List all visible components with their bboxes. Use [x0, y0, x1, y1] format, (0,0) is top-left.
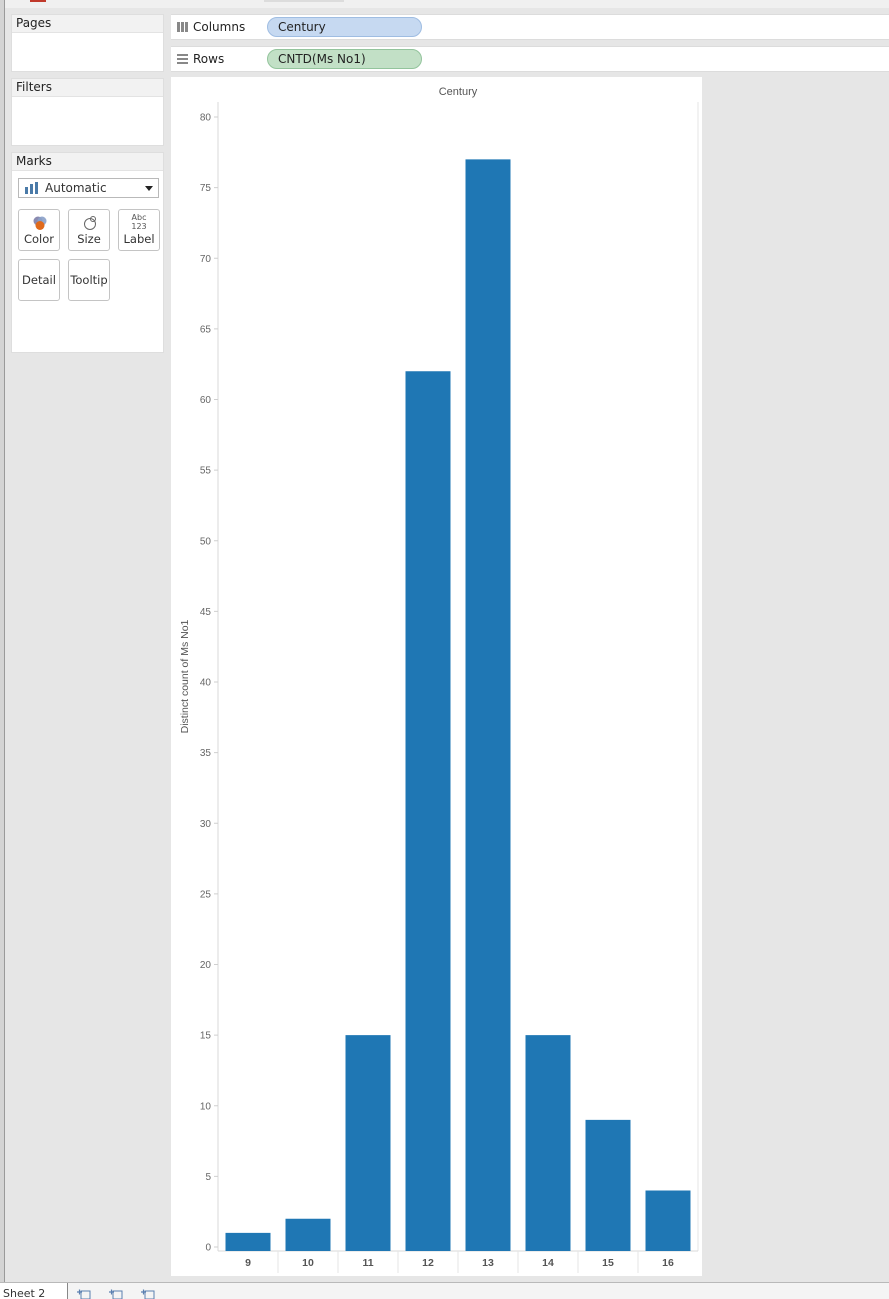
- x-tick-label: 10: [302, 1257, 314, 1269]
- x-tick-label: 12: [422, 1257, 434, 1269]
- left-edge: [0, 0, 5, 1282]
- toolbar-accent: [30, 0, 46, 2]
- marks-card-title: Marks: [12, 153, 163, 171]
- y-tick-label: 15: [200, 1031, 212, 1042]
- y-tick-label: 65: [200, 324, 212, 335]
- bar-14: [525, 1035, 571, 1251]
- chevron-down-icon: [145, 186, 153, 191]
- marks-card: Marks Automatic Color Size Abc 123 Label: [11, 152, 164, 353]
- x-tick-label: 13: [482, 1257, 494, 1269]
- y-tick-label: 80: [200, 113, 212, 124]
- bar-12: [405, 371, 451, 1251]
- tooltip-button[interactable]: Tooltip: [68, 259, 110, 301]
- columns-label: Columns: [193, 20, 246, 34]
- y-tick-label: 20: [200, 960, 212, 971]
- y-tick-label: 5: [205, 1172, 211, 1183]
- y-tick-label: 55: [200, 466, 212, 477]
- label-button-label: Label: [123, 232, 155, 246]
- rows-label: Rows: [193, 52, 225, 66]
- columns-icon: [177, 22, 188, 32]
- rows-shelf[interactable]: Rows CNTD(Ms No1): [171, 46, 889, 72]
- filters-card[interactable]: Filters: [11, 78, 164, 146]
- rows-icon: [177, 54, 188, 64]
- bar-13: [465, 159, 511, 1251]
- pages-card[interactable]: Pages: [11, 14, 164, 72]
- century-pill[interactable]: Century: [267, 17, 422, 37]
- y-tick-label: 40: [200, 678, 212, 689]
- new-worksheet-icon[interactable]: [77, 1289, 91, 1299]
- y-tick-label: 75: [200, 183, 212, 194]
- color-button-label: Color: [23, 232, 55, 246]
- x-tick-label: 14: [542, 1257, 554, 1269]
- x-tick-label: 11: [362, 1257, 373, 1269]
- label-icon-abc: Abc: [131, 213, 147, 222]
- label-button[interactable]: Abc 123 Label: [118, 209, 160, 251]
- y-tick-label: 60: [200, 395, 212, 406]
- detail-button-label: Detail: [22, 273, 56, 287]
- label-icon: Abc 123: [119, 213, 159, 231]
- top-strip: [0, 0, 889, 8]
- bar-chart: Century 0 5 10 15 20 25 30 35 40 45 50 55 60 65 70 75 80 D…: [179, 86, 699, 1273]
- new-story-icon[interactable]: [141, 1289, 155, 1299]
- chart-area[interactable]: Century 0 5 10 15 20 25 30 35 40 45 50 55 60 65 70 75 80 D…: [171, 77, 702, 1276]
- mark-type-label: Automatic: [45, 181, 107, 195]
- size-button[interactable]: Size: [68, 209, 110, 251]
- bar-10: [285, 1218, 331, 1251]
- y-tick-label: 70: [200, 254, 212, 265]
- filters-card-title: Filters: [12, 79, 163, 97]
- bar-11: [345, 1035, 391, 1251]
- bar-16: [645, 1190, 691, 1251]
- toolbar-tab-line: [264, 0, 344, 2]
- color-button[interactable]: Color: [18, 209, 60, 251]
- bar-9: [225, 1232, 271, 1251]
- tooltip-button-label: Tooltip: [70, 273, 108, 287]
- y-tick-label: 0: [205, 1243, 211, 1254]
- y-tick-label: 10: [200, 1101, 212, 1112]
- mark-type-dropdown[interactable]: Automatic: [18, 178, 159, 198]
- y-tick-label: 45: [200, 607, 212, 618]
- y-tick-label: 50: [200, 536, 212, 547]
- sheet-tab-bar: Sheet 2: [0, 1282, 889, 1299]
- columns-shelf[interactable]: Columns Century: [171, 14, 889, 40]
- size-button-label: Size: [77, 232, 101, 246]
- color-icon: [33, 216, 47, 230]
- sheet-tab[interactable]: Sheet 2: [0, 1283, 68, 1299]
- detail-button[interactable]: Detail: [18, 259, 60, 301]
- bar-chart-icon: [25, 182, 38, 194]
- cntd-ms-no1-pill[interactable]: CNTD(Ms No1): [267, 49, 422, 69]
- x-tick-label: 9: [245, 1257, 251, 1269]
- bar-15: [585, 1119, 631, 1251]
- pages-card-title: Pages: [12, 15, 163, 33]
- x-tick-label: 16: [662, 1257, 674, 1269]
- size-icon: [84, 216, 96, 230]
- x-tick-label: 15: [602, 1257, 614, 1269]
- chart-title: Century: [439, 86, 478, 98]
- y-tick-label: 35: [200, 748, 212, 759]
- y-tick-label: 30: [200, 819, 212, 830]
- label-icon-123: 123: [131, 222, 147, 231]
- y-tick-label: 25: [200, 889, 212, 900]
- y-axis-label: Distinct count of Ms No1: [179, 619, 191, 733]
- new-dashboard-icon[interactable]: [109, 1289, 123, 1299]
